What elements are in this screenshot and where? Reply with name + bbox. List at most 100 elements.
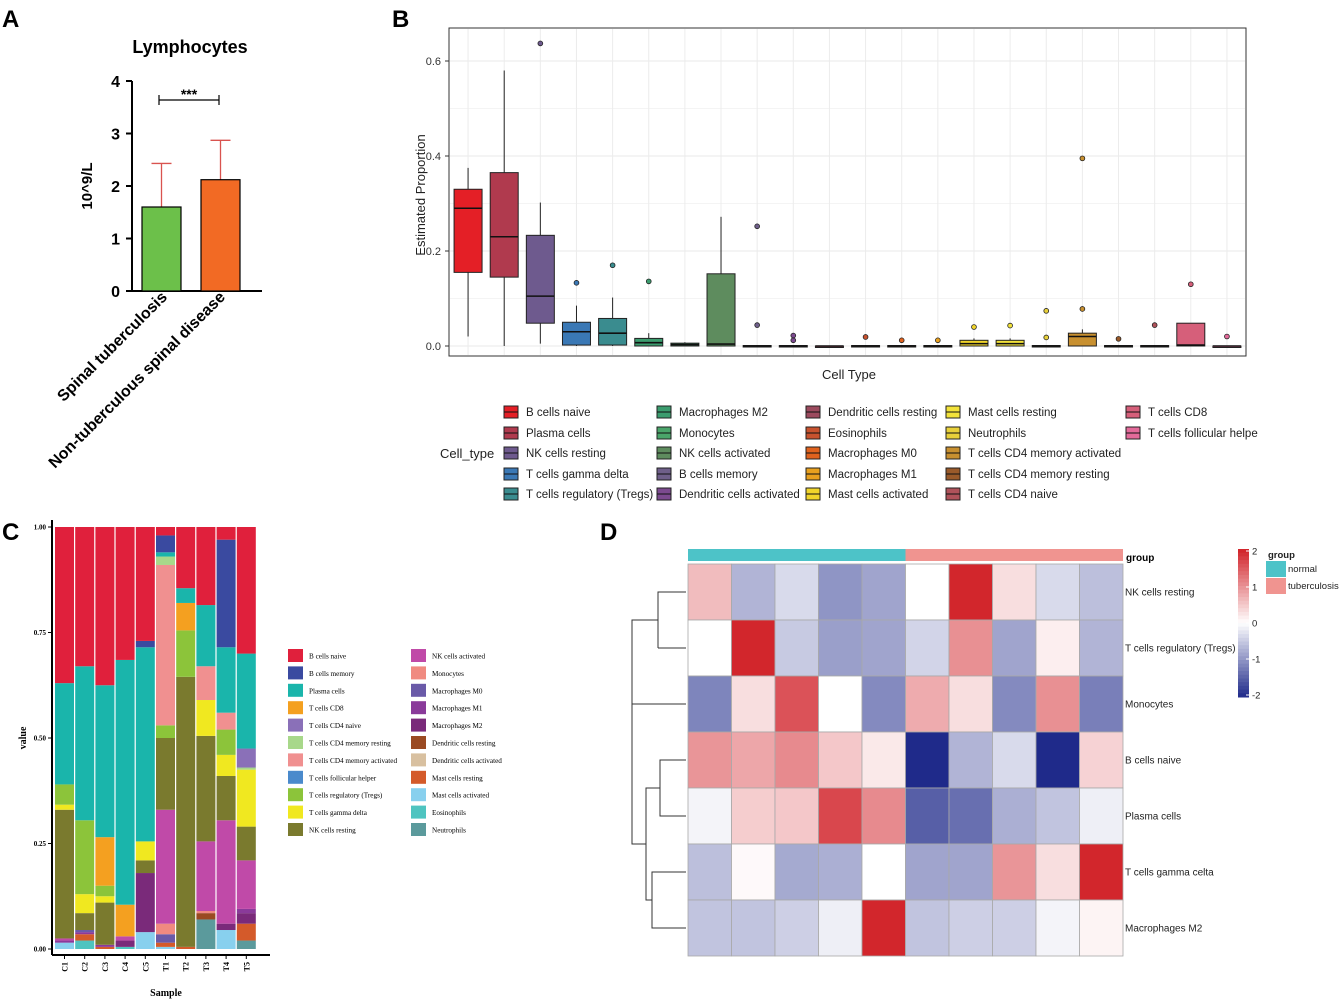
- legend-swatch: [288, 701, 303, 715]
- segment: [75, 913, 95, 931]
- outlier: [645, 278, 652, 285]
- segment: [55, 942, 74, 949]
- box-nk-cells-resting: [525, 40, 555, 344]
- box: [525, 234, 555, 324]
- segment: [156, 934, 175, 943]
- segment: [156, 556, 175, 565]
- scale-tick-label: -1: [1252, 655, 1260, 666]
- heatmap-cell: [731, 563, 776, 621]
- heatmap-cell: [1079, 899, 1124, 957]
- scale-tick-label: -2: [1252, 691, 1260, 702]
- scale-step: [1238, 623, 1249, 628]
- heatmap-cell: [948, 899, 993, 957]
- legend-label: Macrophages M0: [432, 687, 483, 695]
- segment: [55, 784, 74, 805]
- segment: [236, 653, 256, 749]
- box-neutrophils: [1031, 308, 1061, 348]
- heatmap-cell: [731, 843, 776, 901]
- segment: [75, 527, 95, 667]
- legend-swatch: [288, 649, 303, 662]
- legend-label: normal: [1288, 564, 1317, 575]
- segment: [156, 923, 175, 935]
- legend-label: T cells CD4 memory resting: [309, 740, 391, 748]
- scale-step: [1238, 567, 1249, 572]
- legend-label: B cells memory: [679, 469, 758, 481]
- scale-step: [1238, 637, 1249, 642]
- legend-label: Plasma cells: [309, 687, 345, 695]
- heatmap-cell: [1035, 787, 1080, 845]
- legend-label: T cells gamma delta: [526, 469, 629, 481]
- panel-a-bar-chart: Lymphocytes 10^9/L 0 1 2 3 4 *** Spinal tube…: [46, 37, 262, 472]
- heatmap-cell: [1079, 675, 1124, 733]
- heatmap-cell: [992, 899, 1037, 957]
- heatmap-cell: [687, 731, 732, 789]
- y-tick-label: 0.00: [34, 946, 47, 954]
- heatmap-cell: [818, 563, 863, 621]
- legend-label: Macrophages M1: [828, 469, 917, 481]
- heatmap-row-label: NK cells resting: [1125, 588, 1194, 599]
- heatmap-cell: [948, 675, 993, 733]
- significance-stars: ***: [181, 86, 198, 102]
- scale-step: [1238, 645, 1249, 650]
- group-annotation-cell: [1079, 549, 1123, 561]
- legend-item: T cells gamma delta: [288, 805, 368, 819]
- heatmap-cell: [818, 675, 863, 733]
- segment: [216, 930, 236, 949]
- outlier: [754, 322, 760, 328]
- heatmap-cell: [861, 563, 906, 621]
- segment: [196, 919, 216, 949]
- outlier: [1043, 308, 1050, 314]
- scale-step: [1238, 571, 1249, 576]
- box-nk-cells-activated: [706, 216, 736, 347]
- legend-item: Dendritic cells activated: [411, 753, 502, 767]
- heatmap-cell: [948, 731, 993, 789]
- y-tick-label: 0.2: [426, 246, 441, 258]
- heatmap-cell: [905, 843, 950, 901]
- legend-item: Monocytes: [411, 666, 464, 680]
- scale-tick-label: 0: [1252, 619, 1257, 630]
- heatmap-cell: [818, 899, 863, 957]
- heatmap-cell: [774, 619, 819, 677]
- legend-swatch: [411, 753, 426, 767]
- box-t-cells-cd4-memory-resting: [1104, 336, 1134, 348]
- legend-item: NK cells activated: [411, 649, 485, 662]
- legend-label: NK cells activated: [679, 448, 770, 460]
- segment: [135, 527, 155, 641]
- legend-item: Mast cells activated: [805, 487, 928, 501]
- heatmap-cell: [687, 675, 732, 733]
- heatmap-cell: [992, 731, 1037, 789]
- legend-label: Dendritic cells resting: [432, 740, 496, 748]
- scale-step: [1238, 641, 1249, 646]
- y-tick-label: 0.6: [426, 56, 441, 68]
- legend-item: T cells CD4 memory activated: [288, 753, 397, 767]
- segment: [156, 738, 175, 810]
- legend-swatch: [288, 736, 303, 749]
- heatmap-cell: [774, 675, 819, 733]
- legend-label: T cells CD8: [309, 705, 344, 713]
- box-dendritic-cells-resting: [814, 345, 844, 348]
- panel-label-b: B: [392, 6, 409, 33]
- segment: [156, 946, 175, 949]
- scale-step: [1238, 656, 1249, 661]
- legend-label: Monocytes: [679, 428, 735, 440]
- outlier: [754, 223, 760, 230]
- panel-c-stacked-bar: 0.00 0.25 0.50 0.75 1.00 C1 C2 C3 C4 C5 T1 T2 T3 T4 T…: [18, 520, 502, 999]
- segment: [55, 938, 74, 941]
- segment: [196, 911, 216, 914]
- heatmap-cell: [905, 787, 950, 845]
- heatmap-cell: [1079, 787, 1124, 845]
- box: [598, 317, 628, 346]
- legend-item: Mast cells resting: [411, 770, 483, 784]
- scale-step: [1238, 615, 1249, 620]
- legend-label: NK cells activated: [432, 653, 485, 661]
- legend-item: Monocytes: [656, 426, 735, 440]
- legend-swatch: [411, 683, 426, 697]
- segment: [75, 932, 95, 935]
- legend-label: Dendritic cells resting: [828, 407, 937, 419]
- legend-label: Neutrophils: [968, 428, 1026, 440]
- box-t-cells-follicular-helpe: [1212, 333, 1242, 348]
- heatmap-cell: [905, 731, 950, 789]
- segment: [135, 873, 155, 933]
- legend-label: Macrophages M2: [432, 722, 483, 730]
- legend-item: T cells CD8: [288, 701, 344, 715]
